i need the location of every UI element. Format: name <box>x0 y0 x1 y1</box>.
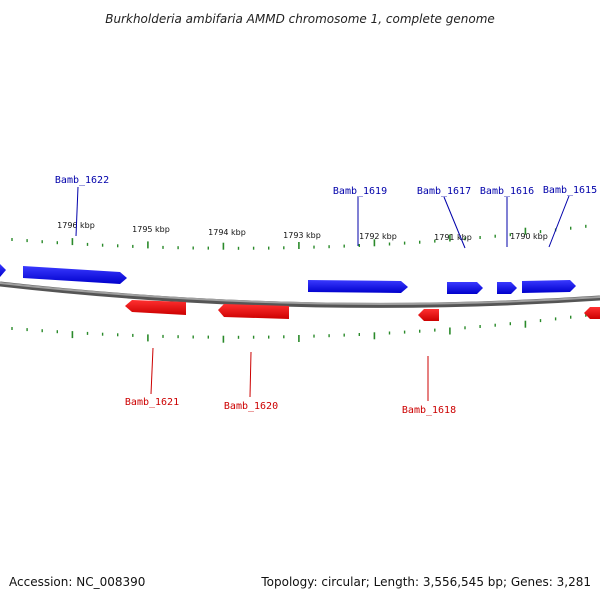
tick-label: 1793 kbp <box>283 231 321 240</box>
leader-line <box>75 186 79 237</box>
leader-line <box>548 195 570 248</box>
gene-arrow-bamb-1616[interactable] <box>497 282 517 294</box>
tick-label: 1790 kbp <box>510 232 548 241</box>
gene-label-bamb-1617[interactable]: Bamb_1617 <box>417 186 471 197</box>
leader-line <box>150 347 154 395</box>
gene-arrow-bamb-1617[interactable] <box>447 282 483 294</box>
gene-label-bamb-1622[interactable]: Bamb_1622 <box>55 175 109 186</box>
upper-tick-track <box>11 224 587 250</box>
gene-label-bamb-1618[interactable]: Bamb_1618 <box>402 405 456 416</box>
gene-arrow-bamb-1618[interactable] <box>418 309 439 321</box>
leader-line <box>249 351 252 398</box>
gene-arrow-bamb-1615[interactable] <box>522 280 576 293</box>
gene-arrow-bamb-1622[interactable] <box>23 266 127 284</box>
gene-arrow-bamb-1621[interactable] <box>125 300 186 315</box>
gene-arrow-partial-right[interactable] <box>584 307 600 319</box>
gene-label-bamb-1616[interactable]: Bamb_1616 <box>480 186 534 197</box>
gene-label-bamb-1621[interactable]: Bamb_1621 <box>125 397 179 408</box>
tick-label: 1792 kbp <box>359 232 397 241</box>
chromosome-backbone <box>0 281 600 308</box>
gene-arrow-bamb-1620[interactable] <box>218 304 289 319</box>
gene-arrow-partial-left[interactable] <box>0 264 6 277</box>
genome-summary-text: Topology: circular; Length: 3,556,545 bp… <box>260 575 591 589</box>
chromosome-backbone-highlight <box>0 282 600 305</box>
accession-text: Accession: NC_008390 <box>9 575 145 589</box>
lower-tick-track <box>11 313 587 343</box>
gene-label-bamb-1615[interactable]: Bamb_1615 <box>543 185 597 196</box>
tick-label: 1791 kbp <box>434 233 472 242</box>
tick-label: 1795 kbp <box>132 225 170 234</box>
gene-label-bamb-1619[interactable]: Bamb_1619 <box>333 186 387 197</box>
tick-label: 1794 kbp <box>208 228 246 237</box>
leader-line <box>443 196 466 249</box>
gene-arrow-bamb-1619[interactable] <box>308 280 408 293</box>
map-title: Burkholderia ambifaria AMMD chromosome 1… <box>105 12 495 26</box>
gene-label-bamb-1620[interactable]: Bamb_1620 <box>224 401 278 412</box>
